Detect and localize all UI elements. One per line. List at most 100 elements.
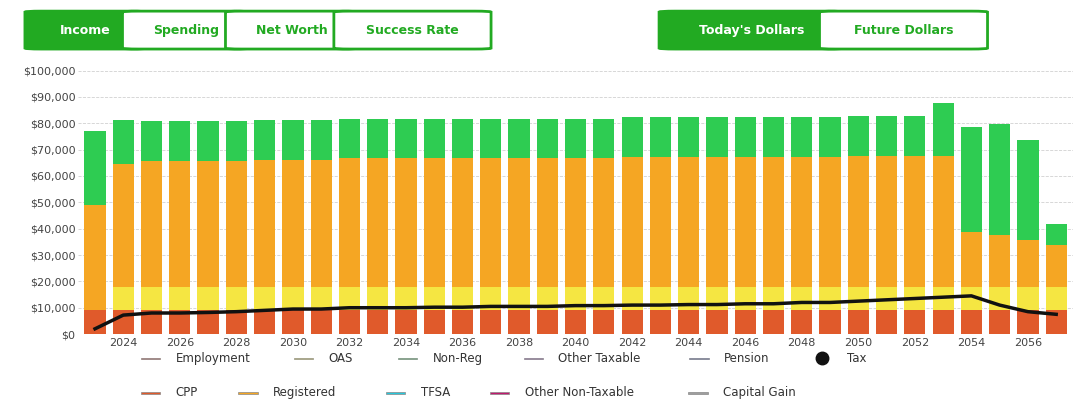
Bar xyxy=(679,310,699,334)
Bar xyxy=(339,158,360,288)
Text: Other Taxable: Other Taxable xyxy=(558,352,641,365)
Bar xyxy=(141,122,163,161)
Bar xyxy=(820,288,840,310)
Bar xyxy=(791,157,812,288)
Bar xyxy=(508,310,530,334)
Text: CPP: CPP xyxy=(176,386,198,399)
Bar xyxy=(225,310,247,334)
Text: Success Rate: Success Rate xyxy=(366,24,459,37)
Bar xyxy=(197,288,219,310)
Bar xyxy=(707,117,727,157)
Bar xyxy=(396,288,416,310)
Bar xyxy=(791,310,812,334)
Bar xyxy=(85,131,105,205)
Bar xyxy=(1017,140,1038,240)
Bar xyxy=(452,310,473,334)
Bar xyxy=(565,119,586,158)
Bar xyxy=(113,120,134,164)
Bar xyxy=(311,288,332,310)
Bar xyxy=(113,164,134,288)
Text: Spending: Spending xyxy=(153,24,219,37)
Bar xyxy=(169,122,191,161)
Bar xyxy=(960,127,982,232)
Bar xyxy=(791,288,812,310)
Bar xyxy=(621,288,643,310)
Bar xyxy=(113,288,134,310)
Bar xyxy=(367,158,388,288)
FancyBboxPatch shape xyxy=(141,392,160,394)
Bar xyxy=(876,288,898,310)
Bar xyxy=(904,310,926,334)
Bar xyxy=(225,288,247,310)
Text: Registered: Registered xyxy=(273,386,336,399)
Bar xyxy=(197,122,219,161)
Bar xyxy=(424,310,444,334)
Bar xyxy=(480,119,502,158)
Bar xyxy=(508,288,530,310)
Bar xyxy=(989,124,1010,235)
Bar xyxy=(820,310,840,334)
Bar xyxy=(508,158,530,288)
Text: OAS: OAS xyxy=(328,352,352,365)
Bar xyxy=(169,161,191,288)
FancyBboxPatch shape xyxy=(334,11,491,49)
Bar xyxy=(396,158,416,288)
Bar xyxy=(1017,240,1038,288)
Bar xyxy=(820,157,840,288)
Bar xyxy=(649,310,671,334)
Bar xyxy=(254,160,275,288)
Bar xyxy=(282,288,304,310)
Bar xyxy=(396,119,416,158)
Bar xyxy=(85,310,105,334)
Bar xyxy=(1046,310,1067,334)
Bar xyxy=(820,117,840,157)
Bar xyxy=(424,119,444,158)
Bar xyxy=(649,117,671,157)
Bar xyxy=(960,310,982,334)
Bar xyxy=(932,156,954,288)
Text: Pension: Pension xyxy=(724,352,770,365)
Bar xyxy=(876,116,898,156)
Text: Other Non-Taxable: Other Non-Taxable xyxy=(525,386,634,399)
Bar xyxy=(904,116,926,156)
Bar xyxy=(735,288,756,310)
Bar xyxy=(932,288,954,310)
Bar xyxy=(763,157,784,288)
Bar xyxy=(141,310,163,334)
Bar xyxy=(367,119,388,158)
Bar xyxy=(254,310,275,334)
Bar xyxy=(311,120,332,160)
Bar xyxy=(621,310,643,334)
Bar xyxy=(282,120,304,160)
Bar xyxy=(679,157,699,288)
FancyBboxPatch shape xyxy=(25,11,146,49)
Text: TFSA: TFSA xyxy=(421,386,450,399)
Bar xyxy=(424,288,444,310)
Bar xyxy=(367,310,388,334)
Bar xyxy=(480,310,502,334)
Bar xyxy=(989,235,1010,288)
FancyBboxPatch shape xyxy=(688,392,708,394)
Bar xyxy=(960,288,982,310)
FancyBboxPatch shape xyxy=(659,11,843,49)
Text: Capital Gain: Capital Gain xyxy=(723,386,796,399)
Bar xyxy=(537,119,558,158)
Bar xyxy=(707,288,727,310)
Bar xyxy=(621,117,643,157)
Bar xyxy=(565,288,586,310)
Bar xyxy=(339,310,360,334)
Bar xyxy=(763,310,784,334)
FancyBboxPatch shape xyxy=(820,11,988,49)
Bar xyxy=(311,160,332,288)
Bar xyxy=(593,310,615,334)
Bar xyxy=(1017,310,1038,334)
Bar xyxy=(424,158,444,288)
Bar xyxy=(339,288,360,310)
Bar xyxy=(989,288,1010,310)
Text: Income: Income xyxy=(61,24,111,37)
Bar xyxy=(537,288,558,310)
Bar xyxy=(508,119,530,158)
Bar xyxy=(452,288,473,310)
Bar xyxy=(452,119,473,158)
FancyBboxPatch shape xyxy=(122,11,249,49)
